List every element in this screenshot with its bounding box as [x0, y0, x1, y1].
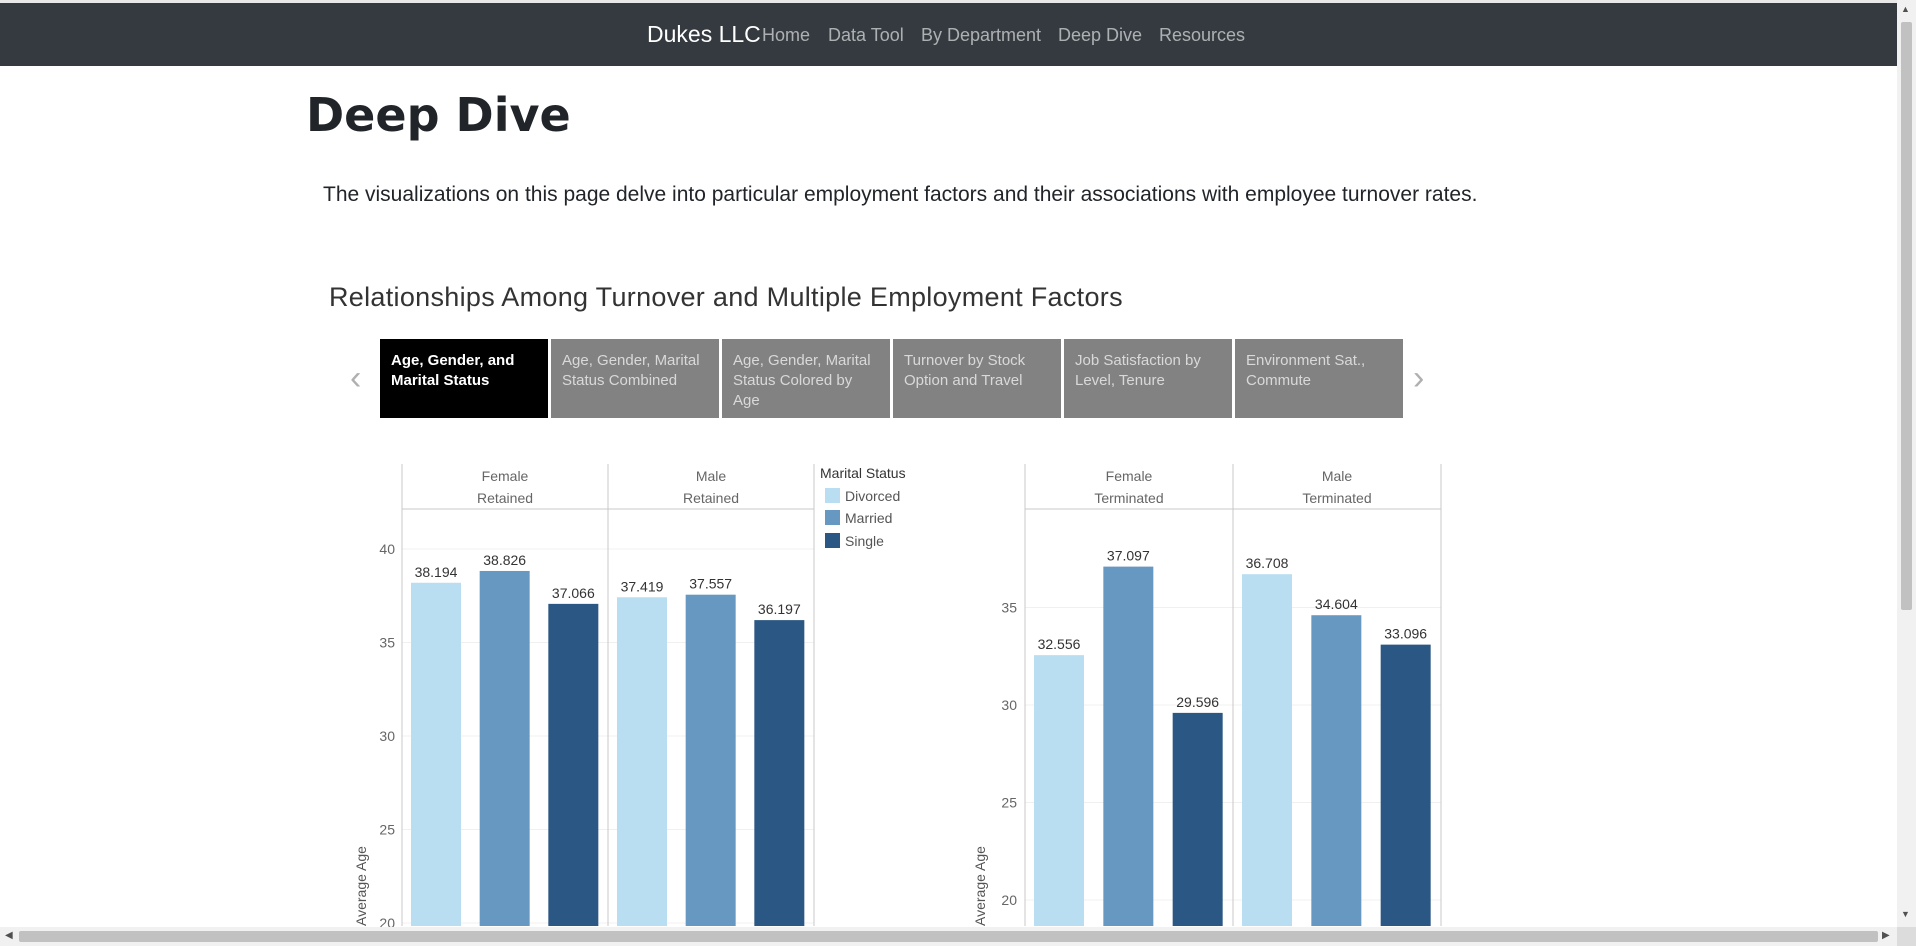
bar-value-label: 36.197 — [758, 601, 801, 617]
top-strip — [0, 0, 1916, 3]
bar-married — [685, 594, 736, 926]
section-title: Relationships Among Turnover and Multipl… — [329, 282, 1123, 312]
legend-label-divorced: Divorced — [845, 488, 900, 504]
marital-status-legend: Marital Status Divorced Married Single — [820, 465, 906, 549]
panel-header-line2: Retained — [683, 490, 739, 506]
horizontal-scrollbar[interactable]: ◀ ▶ — [0, 927, 1897, 946]
bar-single — [548, 603, 599, 926]
bar-value-label: 29.596 — [1176, 694, 1219, 710]
nav-link-by-department[interactable]: By Department — [921, 25, 1042, 45]
bar-value-label: 32.556 — [1038, 636, 1081, 652]
legend-swatch-married — [825, 510, 840, 525]
y-tick-label: 30 — [379, 728, 395, 744]
legend-label-single: Single — [845, 533, 884, 549]
panel-header-line2: Retained — [477, 490, 533, 506]
tab-age-gender-marital-colored[interactable]: Age, Gender, Marital Status Colored by A… — [722, 339, 890, 418]
legend-title: Marital Status — [820, 465, 906, 481]
nav-link-resources[interactable]: Resources — [1159, 25, 1246, 45]
intro-text: The visualizations on this page delve in… — [323, 183, 1478, 206]
legend-swatch-single — [825, 533, 840, 548]
y-tick-label: 40 — [379, 541, 395, 557]
tab-age-gender-marital[interactable]: Age, Gender, and Marital Status — [380, 339, 548, 418]
carousel-prev-icon[interactable]: ‹ — [350, 359, 362, 397]
nav-link-home[interactable]: Home — [762, 25, 811, 45]
nav-link-deep-dive[interactable]: Deep Dive — [1058, 25, 1143, 45]
y-tick-label: 30 — [1001, 697, 1017, 713]
bar-value-label: 38.194 — [415, 564, 458, 580]
bar-value-label: 33.096 — [1384, 626, 1427, 642]
y-tick-label: 35 — [1001, 600, 1017, 616]
bar-value-label: 38.826 — [483, 552, 526, 568]
tab-environment-commute[interactable]: Environment Sat., Commute — [1235, 339, 1403, 418]
nav-link-data-tool[interactable]: Data Tool — [828, 25, 904, 45]
vertical-scrollbar[interactable]: ▲ ▼ — [1897, 0, 1916, 927]
tab-age-gender-marital-combined[interactable]: Age, Gender, Marital Status Combined — [551, 339, 719, 418]
panel-header-line1: Female — [1106, 468, 1153, 484]
brand-link[interactable]: Dukes LLC — [647, 21, 761, 47]
legend-label-married: Married — [845, 510, 892, 526]
scroll-down-icon[interactable]: ▼ — [1901, 909, 1910, 919]
y-tick-label: 20 — [1001, 892, 1017, 908]
scroll-left-icon[interactable]: ◀ — [5, 930, 13, 941]
bar-value-label: 37.066 — [552, 585, 595, 601]
panel-header-line1: Male — [696, 468, 727, 484]
legend-swatch-divorced — [825, 488, 840, 503]
bar-married — [1311, 615, 1362, 926]
carousel-next-icon[interactable]: › — [1413, 359, 1425, 397]
bar-value-label: 34.604 — [1315, 596, 1358, 612]
bar-married — [1103, 566, 1154, 926]
bar-single — [1172, 712, 1223, 926]
bar-divorced — [1242, 574, 1292, 926]
y-tick-label: 25 — [1001, 795, 1017, 811]
bar-single — [1380, 644, 1431, 926]
bar-value-label: 37.097 — [1107, 548, 1150, 564]
bar-divorced — [1034, 655, 1084, 926]
y-axis-title: Average Age — [353, 846, 369, 926]
scroll-corner — [1897, 927, 1916, 946]
tab-job-satisfaction[interactable]: Job Satisfaction by Level, Tenure — [1064, 339, 1232, 418]
bar-value-label: 37.419 — [621, 578, 664, 594]
horizontal-scroll-thumb[interactable] — [19, 931, 1878, 942]
panel-header-line2: Terminated — [1302, 490, 1371, 506]
bar-value-label: 36.708 — [1246, 555, 1289, 571]
y-axis-title: Average Age — [972, 846, 988, 926]
y-tick-label: 25 — [379, 822, 395, 838]
bar-divorced — [411, 582, 461, 926]
bar-value-label: 37.557 — [689, 576, 732, 592]
panel-header-line2: Terminated — [1094, 490, 1163, 506]
bar-divorced — [617, 597, 667, 926]
panel-header-line1: Female — [482, 468, 529, 484]
tab-turnover-stock-travel[interactable]: Turnover by Stock Option and Travel — [893, 339, 1061, 418]
scroll-up-icon[interactable]: ▲ — [1901, 4, 1910, 14]
panel-header-line1: Male — [1322, 468, 1353, 484]
navbar: Dukes LLC Home Data Tool By Department D… — [0, 3, 1897, 66]
vertical-scroll-thumb[interactable] — [1901, 22, 1912, 610]
y-tick-label: 35 — [379, 635, 395, 651]
bar-single — [754, 620, 805, 926]
bar-married — [479, 570, 530, 926]
scroll-right-icon[interactable]: ▶ — [1882, 930, 1890, 941]
page-title: Deep Dive — [306, 88, 571, 142]
